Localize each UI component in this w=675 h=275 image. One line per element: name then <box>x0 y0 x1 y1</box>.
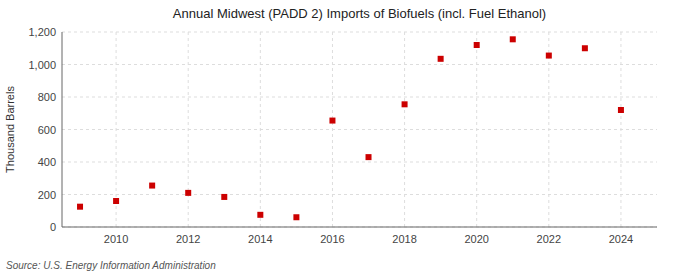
x-tick-label: 2018 <box>392 233 416 245</box>
y-tick-label: 1,200 <box>28 26 56 38</box>
grid <box>62 32 657 227</box>
x-tick-label: 2012 <box>176 233 200 245</box>
y-grid-line <box>62 129 657 130</box>
point <box>402 101 408 107</box>
y-tick-label: 1,000 <box>28 59 56 71</box>
x-grid-line <box>476 32 477 227</box>
points <box>77 36 624 220</box>
x-tick-label: 2020 <box>464 233 488 245</box>
point <box>77 204 83 210</box>
point <box>293 214 299 220</box>
x-grid-line <box>116 32 117 227</box>
point <box>113 198 119 204</box>
x-tick-label: 2022 <box>537 233 561 245</box>
x-grid-line <box>188 32 189 227</box>
x-grid-line <box>332 32 333 227</box>
y-axis-line <box>62 32 63 227</box>
y-axis-label: Thousand Barrels <box>4 86 16 173</box>
point <box>221 194 227 200</box>
y-grid-line <box>62 64 657 65</box>
y-grid-line <box>62 97 657 98</box>
y-grid-line <box>62 162 657 163</box>
point <box>185 190 191 196</box>
y-grid-line <box>62 32 657 33</box>
source-note: Source: U.S. Energy Information Administ… <box>6 260 216 271</box>
y-grid-line <box>62 194 657 195</box>
y-tick-label: 0 <box>50 221 56 233</box>
y-tick-label: 400 <box>38 156 56 168</box>
point <box>366 154 372 160</box>
x-tick-label: 2016 <box>320 233 344 245</box>
point <box>582 45 588 51</box>
x-grid-line <box>620 32 621 227</box>
y-tick-label: 800 <box>38 91 56 103</box>
point <box>149 183 155 189</box>
point <box>510 36 516 42</box>
title: Annual Midwest (PADD 2) Imports of Biofu… <box>173 6 546 21</box>
x-tick-label: 2024 <box>609 233 633 245</box>
y-tick-label: 200 <box>38 189 56 201</box>
x-grid-line <box>404 32 405 227</box>
y-tick-label: 600 <box>38 124 56 136</box>
point <box>474 42 480 48</box>
x-grid-line <box>260 32 261 227</box>
point <box>257 212 263 218</box>
y-grid-line <box>62 227 657 228</box>
x-tick-label: 2014 <box>248 233 272 245</box>
point <box>546 53 552 59</box>
point <box>329 118 335 124</box>
axes: 0 200 400 600 800 1,000 1,200 2010 2012 2014 2016 2… <box>28 26 657 245</box>
point <box>618 107 624 113</box>
x-axis-line <box>62 227 657 228</box>
x-tick-label: 2010 <box>104 233 128 245</box>
chart: Annual Midwest (PADD 2) Imports of Biofu… <box>0 0 675 275</box>
x-grid-line <box>548 32 549 227</box>
point <box>438 56 444 62</box>
